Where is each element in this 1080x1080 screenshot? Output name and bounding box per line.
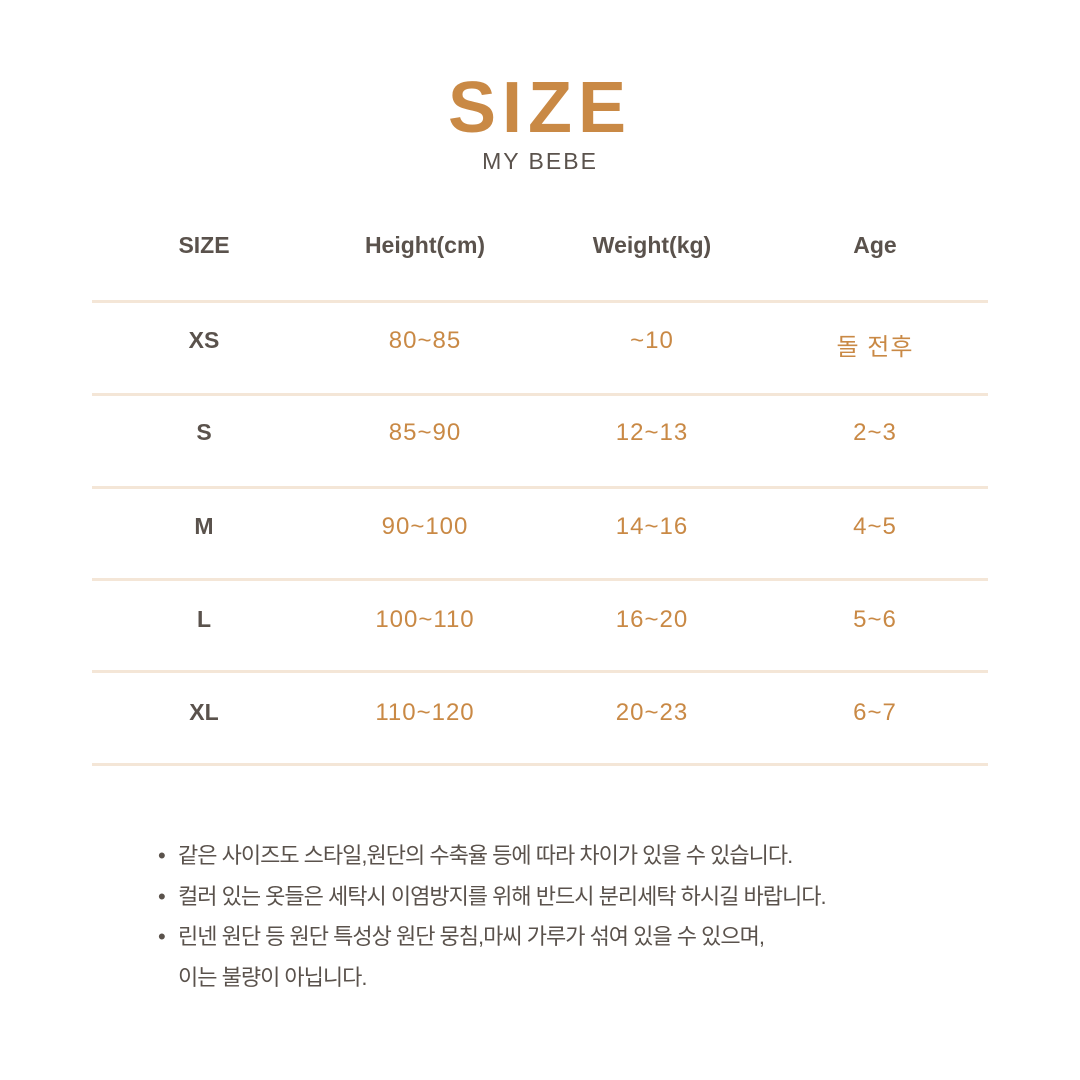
bullet: • [158,843,166,868]
table-cell: 20~23 [615,699,689,726]
brand-subtitle: MY BEBE [482,148,598,174]
column-header: Weight(kg) [592,232,712,258]
row-divider [92,763,988,766]
table-cell: 85~90 [388,419,462,446]
table-cell: 4~5 [853,513,897,540]
table-cell: 14~16 [615,513,689,540]
note-text: 이는 불량이 아닙니다. [178,964,367,990]
size-label: XS [188,327,220,353]
row-divider [92,670,988,673]
table-cell: 100~110 [375,606,475,633]
table-cell: 돌 전후 [836,334,914,361]
table-cell: 2~3 [853,419,897,446]
table-cell: 6~7 [853,699,897,726]
size-label: L [196,606,212,632]
note-item: • 컬러 있는 옷들은 세탁시 이염방지를 위해 반드시 분리세탁 하시길 바랍니… [158,877,827,918]
size-label: S [196,419,212,445]
table-cell: 80~85 [388,327,462,354]
column-header: Height(cm) [364,232,486,258]
row-divider [92,393,988,396]
size-label: XL [189,699,219,725]
table-cell: 110~120 [375,699,475,726]
page-title: SIZE [447,68,633,148]
table-cell: 90~100 [381,513,469,540]
table-cell: 16~20 [615,606,689,633]
table-cell: ~10 [630,327,674,354]
note-continuation: 이는 불량이 아닙니다. [158,958,826,999]
note-text: 린넨 원단 등 원단 특성상 원단 뭉침,마씨 가루가 섞여 있을 수 있으며, [178,924,765,949]
note-item: • 린넨 원단 등 원단 특성상 원단 뭉침,마씨 가루가 섞여 있을 수 있으며… [158,917,826,958]
bullet: • [158,924,166,949]
note-text: 컬러 있는 옷들은 세탁시 이염방지를 위해 반드시 분리세탁 하시길 바랍니다… [178,883,827,909]
bullet: • [158,883,166,909]
column-header: SIZE [178,232,230,258]
note-text: 같은 사이즈도 스타일,원단의 수축율 등에 따라 차이가 있을 수 있습니다. [178,843,793,868]
table-cell: 5~6 [853,606,897,633]
row-divider [92,486,988,489]
table-cell: 12~13 [615,419,689,446]
care-notes: • 같은 사이즈도 스타일,원단의 수축율 등에 따라 차이가 있을 수 있습니다… [158,836,827,999]
row-divider [92,578,988,581]
note-item: • 같은 사이즈도 스타일,원단의 수축율 등에 따라 차이가 있을 수 있습니다… [158,836,826,877]
row-divider [92,300,988,303]
column-header: Age [853,232,897,258]
size-label: M [194,513,214,539]
